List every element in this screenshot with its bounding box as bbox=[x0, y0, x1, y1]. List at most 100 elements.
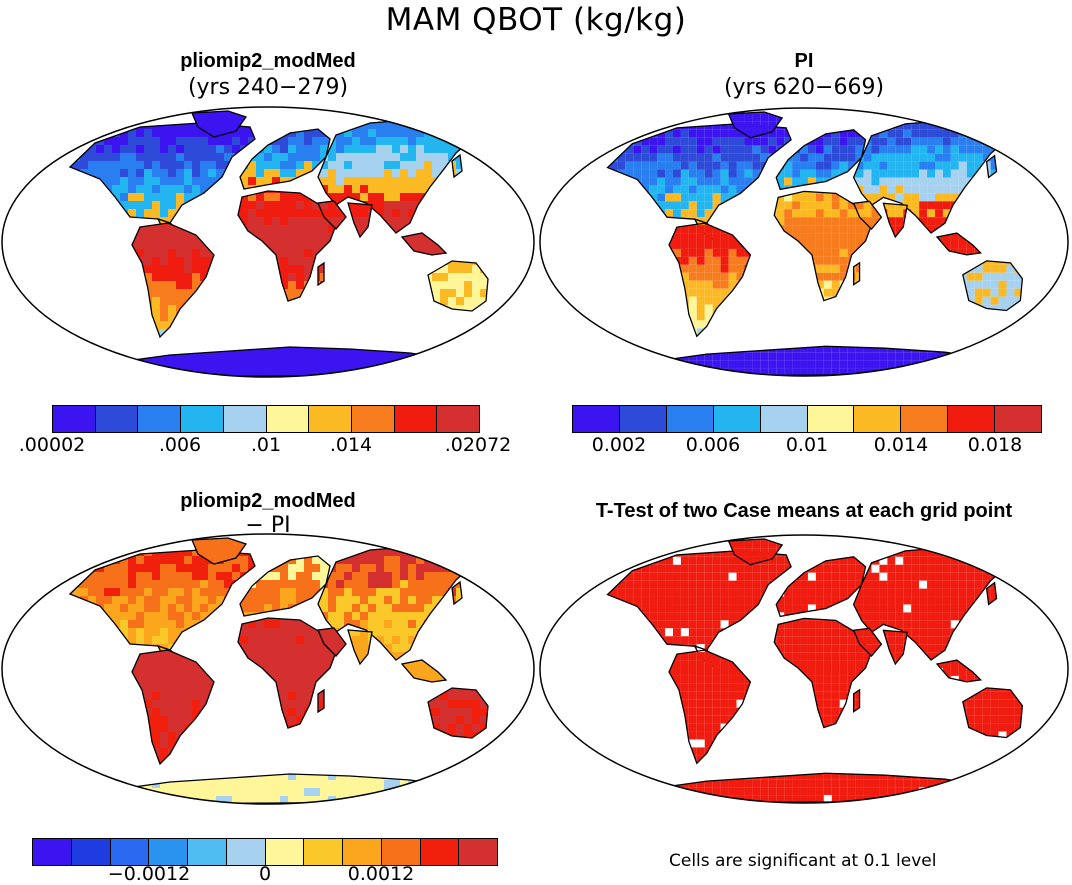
landmass-arab bbox=[852, 200, 883, 231]
colorbar-swatch bbox=[381, 839, 421, 865]
colorbar-swatch bbox=[266, 406, 310, 432]
map-ttest bbox=[539, 534, 1069, 804]
significance-footnote: Cells are significant at 0.1 level bbox=[669, 851, 936, 871]
colorbar-swatch bbox=[95, 406, 139, 432]
landmass-na bbox=[606, 550, 792, 651]
landmass-gr bbox=[727, 538, 784, 566]
landmass-arab bbox=[852, 627, 883, 658]
colorbar-swatch bbox=[181, 406, 224, 432]
figure-title: MAM QBOT (kg/kg) bbox=[0, 2, 1072, 38]
landmass-eu bbox=[239, 128, 331, 190]
colorbar-swatch bbox=[948, 406, 996, 432]
landmass-af bbox=[773, 190, 873, 302]
landmass-eu bbox=[775, 129, 867, 191]
landmass-sea bbox=[935, 659, 983, 683]
landmass-eu bbox=[239, 555, 331, 617]
colorbar-swatch bbox=[351, 406, 395, 432]
colorbar-swatch bbox=[760, 406, 808, 432]
colorbar-swatch bbox=[713, 406, 761, 432]
cbar1-tick-label: .02072 bbox=[445, 434, 511, 456]
cbar3-tick-label: 0.0012 bbox=[348, 863, 414, 885]
colorbar-swatch bbox=[33, 839, 72, 865]
map-border bbox=[1, 533, 535, 805]
map-border bbox=[1, 106, 535, 378]
colorbar-pliomip2 bbox=[52, 405, 480, 433]
map-border bbox=[539, 107, 1069, 377]
cbar1-tick-label: .014 bbox=[330, 434, 372, 456]
landmass-au bbox=[427, 260, 489, 312]
landmass-na bbox=[68, 549, 256, 651]
colorbar-swatch bbox=[854, 406, 902, 432]
landmass-na bbox=[606, 123, 792, 224]
colorbar-swatch bbox=[138, 406, 182, 432]
landmass-india bbox=[347, 202, 373, 239]
cbar2-tick-label: 0.01 bbox=[786, 434, 828, 456]
landmass-sea bbox=[935, 232, 983, 256]
landmass-jp bbox=[451, 580, 463, 606]
landmass-jp bbox=[985, 154, 998, 179]
colorbar-swatch bbox=[437, 406, 480, 432]
landmass-sea bbox=[400, 659, 448, 683]
colorbar-swatch bbox=[226, 839, 266, 865]
colorbar-swatch bbox=[807, 406, 855, 432]
colorbar-swatch bbox=[223, 406, 267, 432]
landmass-mad bbox=[317, 261, 325, 287]
panel4-title: T-Test of two Case means at each grid po… bbox=[536, 500, 1072, 522]
landmass-sa bbox=[668, 222, 752, 338]
landmass-india bbox=[882, 629, 908, 666]
colorbar-pi bbox=[572, 405, 1042, 433]
landmass-ant bbox=[648, 345, 988, 376]
panel2-title: PI bbox=[536, 50, 1072, 72]
cbar2-tick-label: 0.014 bbox=[874, 434, 928, 456]
landmass-na bbox=[68, 122, 256, 224]
colorbar-swatch bbox=[304, 839, 343, 865]
landmass-arab bbox=[317, 627, 347, 657]
colorbar-swatch bbox=[53, 406, 96, 432]
panel2-subtitle: (yrs 620−669) bbox=[536, 76, 1072, 100]
landmass-ant bbox=[110, 773, 453, 804]
landmass-ant bbox=[648, 772, 988, 803]
landmass-af bbox=[237, 190, 337, 302]
landmass-ant bbox=[110, 346, 453, 377]
colorbar-swatch bbox=[394, 406, 438, 432]
colorbar-swatch bbox=[71, 839, 111, 865]
cbar2-tick-label: 0.018 bbox=[968, 434, 1022, 456]
landmass-mad bbox=[852, 261, 861, 286]
colorbar-swatch bbox=[110, 839, 150, 865]
map-pliomip2 bbox=[1, 106, 535, 378]
landmass-af bbox=[773, 617, 873, 729]
cbar3-tick-label: 0 bbox=[259, 863, 271, 885]
landmass-india bbox=[347, 629, 373, 666]
colorbar-swatch bbox=[343, 839, 382, 865]
landmass-jp bbox=[985, 581, 998, 606]
landmass-mad bbox=[852, 688, 861, 713]
landmass-sa bbox=[131, 649, 215, 766]
landmass-sa bbox=[131, 222, 215, 339]
map-pi bbox=[539, 107, 1069, 377]
cbar1-tick-label: .006 bbox=[159, 434, 201, 456]
landmass-eu bbox=[775, 556, 867, 618]
landmass-gr bbox=[191, 537, 248, 565]
landmass-india bbox=[882, 202, 908, 239]
landmass-gr bbox=[191, 110, 248, 138]
landmass-au bbox=[962, 260, 1024, 312]
landmass-jp bbox=[451, 153, 463, 179]
colorbar-swatch bbox=[188, 839, 227, 865]
colorbar-swatch bbox=[459, 839, 497, 865]
colorbar-swatch bbox=[149, 839, 188, 865]
landmass-sa bbox=[668, 649, 752, 765]
cbar2-tick-label: 0.002 bbox=[592, 434, 646, 456]
cbar2-tick-label: 0.006 bbox=[686, 434, 740, 456]
colorbar-swatch bbox=[309, 406, 352, 432]
cbar3-tick-label: −0.0012 bbox=[108, 863, 190, 885]
colorbar-swatch bbox=[901, 406, 949, 432]
landmass-arab bbox=[317, 200, 347, 230]
colorbar-swatch bbox=[265, 839, 305, 865]
colorbar-swatch bbox=[573, 406, 620, 432]
colorbar-swatch bbox=[619, 406, 667, 432]
map-difference bbox=[1, 533, 535, 805]
colorbar-swatch bbox=[666, 406, 714, 432]
landmass-mad bbox=[317, 688, 325, 714]
map-border bbox=[539, 534, 1069, 804]
cbar1-tick-label: .01 bbox=[251, 434, 281, 456]
